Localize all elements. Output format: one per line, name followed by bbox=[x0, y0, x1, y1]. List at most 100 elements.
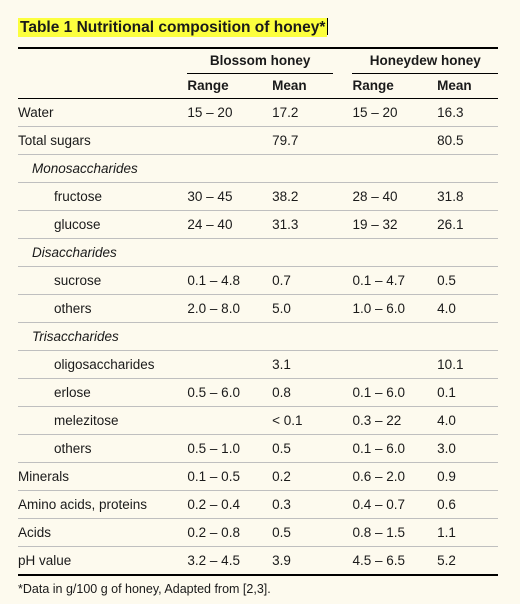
cell-range: 3.2 – 4.5 bbox=[187, 547, 272, 576]
cell-range: 0.6 – 2.0 bbox=[352, 463, 437, 491]
caption-row: Table 1 Nutritional composition of honey… bbox=[18, 18, 498, 37]
cell-mean: 26.1 bbox=[437, 211, 498, 239]
row-label: fructose bbox=[18, 183, 187, 211]
cell-mean: 0.1 bbox=[437, 379, 498, 407]
table-head: Blossom honey Honeydew honey Range Mean … bbox=[18, 48, 498, 99]
group-header-honeydew: Honeydew honey bbox=[352, 48, 498, 74]
row-label: Amino acids, proteins bbox=[18, 491, 187, 519]
cell-mean: 17.2 bbox=[272, 99, 333, 127]
cell-mean: 31.8 bbox=[437, 183, 498, 211]
row-label: glucose bbox=[18, 211, 187, 239]
header-empty bbox=[18, 48, 187, 74]
table-row: Monosaccharides bbox=[18, 155, 498, 183]
cell-mean: 0.2 bbox=[272, 463, 333, 491]
row-group-label: Monosaccharides bbox=[18, 155, 498, 183]
row-label: Water bbox=[18, 99, 187, 127]
cell-gap bbox=[333, 491, 353, 519]
cell-gap bbox=[333, 519, 353, 547]
row-label: Total sugars bbox=[18, 127, 187, 155]
table-row: Minerals0.1 – 0.50.20.6 – 2.00.9 bbox=[18, 463, 498, 491]
cell-range: 0.8 – 1.5 bbox=[352, 519, 437, 547]
cell-range: 0.1 – 4.8 bbox=[187, 267, 272, 295]
cell-mean: 0.5 bbox=[437, 267, 498, 295]
cell-gap bbox=[333, 463, 353, 491]
cell-mean: 0.5 bbox=[272, 519, 333, 547]
table-figure: Table 1 Nutritional composition of honey… bbox=[0, 0, 520, 604]
table-row: glucose24 – 4031.3 19 – 3226.1 bbox=[18, 211, 498, 239]
cell-mean: 3.9 bbox=[272, 547, 333, 576]
cell-range: 24 – 40 bbox=[187, 211, 272, 239]
table-row: erlose0.5 – 6.00.8 0.1 – 6.00.1 bbox=[18, 379, 498, 407]
subheader-gap bbox=[333, 74, 353, 99]
group-header-blossom: Blossom honey bbox=[187, 48, 333, 74]
cell-range bbox=[352, 351, 437, 379]
cell-range: 0.1 – 6.0 bbox=[352, 379, 437, 407]
cell-gap bbox=[333, 435, 353, 463]
table-caption: Table 1 Nutritional composition of honey… bbox=[18, 18, 327, 37]
row-label: others bbox=[18, 435, 187, 463]
table-row: melezitose< 0.10.3 – 224.0 bbox=[18, 407, 498, 435]
row-label: sucrose bbox=[18, 267, 187, 295]
text-cursor bbox=[327, 18, 328, 35]
cell-mean: 4.0 bbox=[437, 295, 498, 323]
cell-range: 0.3 – 22 bbox=[352, 407, 437, 435]
cell-gap bbox=[333, 379, 353, 407]
cell-range: 0.4 – 0.7 bbox=[352, 491, 437, 519]
cell-range: 19 – 32 bbox=[352, 211, 437, 239]
cell-range: 15 – 20 bbox=[187, 99, 272, 127]
subheader-mean-2: Mean bbox=[437, 74, 498, 99]
table-row: oligosaccharides3.110.1 bbox=[18, 351, 498, 379]
cell-range: 0.1 – 6.0 bbox=[352, 435, 437, 463]
table-body: Water15 – 2017.215 – 2016.3Total sugars 7… bbox=[18, 99, 498, 576]
cell-mean: < 0.1 bbox=[272, 407, 333, 435]
sub-header-row: Range Mean Range Mean bbox=[18, 74, 498, 99]
cell-gap bbox=[333, 547, 353, 576]
row-label: Acids bbox=[18, 519, 187, 547]
row-label: pH value bbox=[18, 547, 187, 576]
cell-mean: 4.0 bbox=[437, 407, 498, 435]
cell-range: 0.5 – 6.0 bbox=[187, 379, 272, 407]
cell-mean: 80.5 bbox=[437, 127, 498, 155]
cell-mean: 0.7 bbox=[272, 267, 333, 295]
subheader-empty bbox=[18, 74, 187, 99]
cell-mean: 79.7 bbox=[272, 127, 333, 155]
cell-mean: 5.2 bbox=[437, 547, 498, 576]
cell-range: 4.5 – 6.5 bbox=[352, 547, 437, 576]
cell-range: 1.0 – 6.0 bbox=[352, 295, 437, 323]
row-group-label: Disaccharides bbox=[18, 239, 498, 267]
table-row: sucrose0.1 – 4.80.70.1 – 4.70.5 bbox=[18, 267, 498, 295]
cell-range bbox=[187, 127, 272, 155]
cell-mean: 0.8 bbox=[272, 379, 333, 407]
subheader-range-2: Range bbox=[352, 74, 437, 99]
cell-mean: 38.2 bbox=[272, 183, 333, 211]
cell-gap bbox=[333, 99, 353, 127]
cell-gap bbox=[333, 267, 353, 295]
cell-gap bbox=[333, 407, 353, 435]
cell-range: 0.2 – 0.8 bbox=[187, 519, 272, 547]
group-header-row: Blossom honey Honeydew honey bbox=[18, 48, 498, 74]
row-label: erlose bbox=[18, 379, 187, 407]
composition-table: Blossom honey Honeydew honey Range Mean … bbox=[18, 47, 498, 576]
header-gap bbox=[333, 48, 353, 74]
subheader-mean-1: Mean bbox=[272, 74, 333, 99]
cell-gap bbox=[333, 127, 353, 155]
cell-range: 2.0 – 8.0 bbox=[187, 295, 272, 323]
cell-mean: 3.1 bbox=[272, 351, 333, 379]
table-row: fructose30 – 4538.228 – 4031.8 bbox=[18, 183, 498, 211]
table-row: Amino acids, proteins0.2 – 0.40.30.4 – 0… bbox=[18, 491, 498, 519]
cell-range: 28 – 40 bbox=[352, 183, 437, 211]
cell-mean: 5.0 bbox=[272, 295, 333, 323]
table-row: Total sugars 79.7 80.5 bbox=[18, 127, 498, 155]
cell-mean: 31.3 bbox=[272, 211, 333, 239]
table-row: Water15 – 2017.215 – 2016.3 bbox=[18, 99, 498, 127]
cell-range bbox=[187, 351, 272, 379]
cell-mean: 0.6 bbox=[437, 491, 498, 519]
table-row: others2.0 – 8.05.01.0 – 6.04.0 bbox=[18, 295, 498, 323]
cell-range bbox=[352, 127, 437, 155]
cell-range: 0.2 – 0.4 bbox=[187, 491, 272, 519]
table-row: others0.5 – 1.00.50.1 – 6.03.0 bbox=[18, 435, 498, 463]
table-row: Trisaccharides bbox=[18, 323, 498, 351]
table-row: Disaccharides bbox=[18, 239, 498, 267]
cell-gap bbox=[333, 295, 353, 323]
row-label: Minerals bbox=[18, 463, 187, 491]
